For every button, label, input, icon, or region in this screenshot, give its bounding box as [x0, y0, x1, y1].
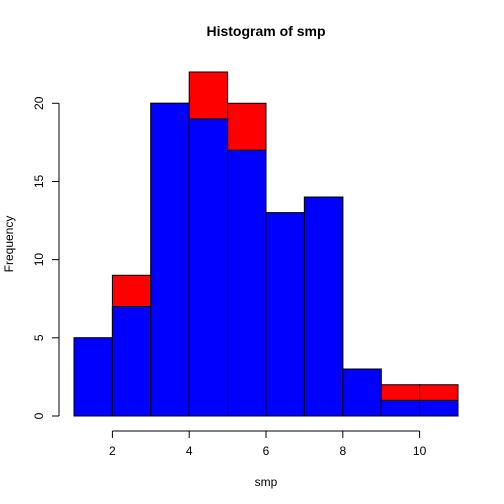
x-tick-label: 10 [413, 444, 427, 458]
histogram-bar-series1-bin8 [380, 399, 421, 417]
x-tick-label: 6 [263, 444, 270, 458]
y-axis: 0 5 10 15 20 [32, 96, 60, 419]
y-tick-label: 5 [32, 334, 46, 341]
y-tick-label: 20 [32, 96, 46, 110]
x-tick-label: 2 [109, 444, 116, 458]
y-tick-label: 15 [32, 174, 46, 188]
y-tick-label: 0 [32, 412, 46, 419]
histogram-bar-series1-bin1 [111, 306, 152, 417]
y-axis-label: Frequency [2, 216, 16, 273]
bars-group [73, 71, 459, 417]
histogram-bar-series1-bin5 [265, 212, 305, 417]
x-axis-label: smp [255, 475, 278, 489]
histogram-bar-series1-bin6 [303, 196, 344, 417]
x-tick-label: 4 [186, 444, 193, 458]
histogram-bar-series1-bin2 [150, 102, 190, 417]
x-tick-label: 8 [339, 444, 346, 458]
histogram-bar-series1-bin3 [188, 118, 229, 417]
histogram-bar-series1-bin0 [73, 337, 113, 417]
histogram-bar-series1-bin7 [342, 368, 382, 417]
x-axis: 2 4 6 8 10 [109, 430, 427, 458]
chart-title: Histogram of smp [206, 23, 325, 39]
histogram-bar-series1-bin9 [419, 399, 459, 417]
histogram-bar-series1-bin4 [227, 149, 267, 417]
y-tick-label: 10 [32, 253, 46, 267]
